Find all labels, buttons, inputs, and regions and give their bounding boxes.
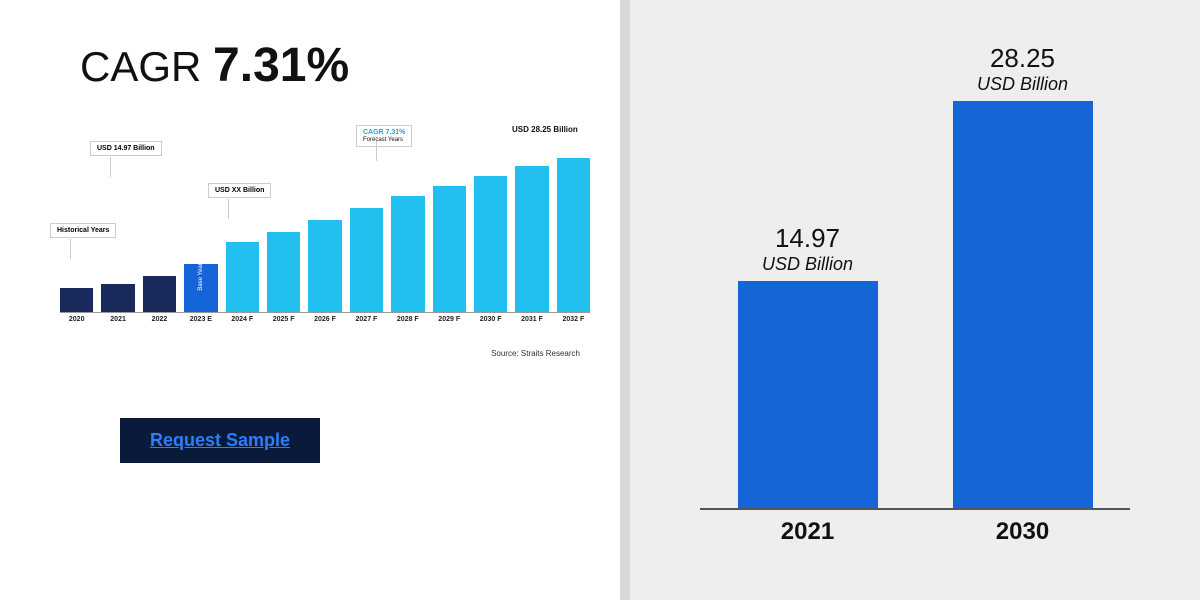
big-bar-number: 28.25 [990, 43, 1055, 73]
mini-bar-xlabel: 2025 F [273, 316, 295, 323]
mini-bar: 2032 F [557, 158, 590, 312]
mini-bar-xlabel: 2026 F [314, 316, 336, 323]
big-bar: 14.97USD Billion2021 [738, 281, 878, 508]
mini-bar: 2024 F [226, 242, 259, 312]
mini-bar-xlabel: 2028 F [397, 316, 419, 323]
mini-bar-xlabel: 2029 F [438, 316, 460, 323]
base-year-label: Base Year [198, 263, 204, 290]
callout-line [228, 199, 229, 219]
mini-bar: 2031 F [515, 166, 548, 312]
mini-bar: 2026 F [308, 220, 341, 312]
mini-bar: 2027 F [350, 208, 383, 312]
chart-top-right-label: USD 28.25 Billion [512, 125, 578, 134]
mini-bar-xlabel: 2022 [152, 316, 168, 323]
mini-bars: 2020202120222023 EBase Year2024 F2025 F2… [60, 153, 590, 313]
cagr-title: CAGR 7.31% [80, 38, 600, 93]
mini-bar: 2028 F [391, 196, 424, 312]
right-panel: 14.97USD Billion202128.25USD Billion2030 [630, 0, 1200, 600]
mini-bar: 2020 [60, 288, 93, 312]
big-bars: 14.97USD Billion2021 28.25USD Billion2030 [700, 80, 1130, 510]
mini-bar-xlabel: 2021 [110, 316, 126, 323]
mini-bar-xlabel: 2027 F [356, 316, 378, 323]
cagr-value: 7.31% [213, 39, 349, 92]
cagr-label: CAGR [80, 43, 201, 90]
mini-chart-wrap: 2020202120222023 EBase Year2024 F2025 F2… [40, 123, 600, 358]
request-sample-button[interactable]: Request Sample [120, 418, 320, 463]
mini-bar: 2021 [101, 284, 134, 312]
callout-line [70, 239, 71, 259]
panel-divider [620, 0, 630, 600]
callout-base: USD XX Billion [208, 183, 271, 198]
callout-line [110, 157, 111, 177]
mini-chart: 2020202120222023 EBase Year2024 F2025 F2… [40, 123, 600, 343]
mini-bar: 2030 F [474, 176, 507, 312]
callout-y21: USD 14.97 Billion [90, 141, 162, 156]
mini-bar: 2025 F [267, 232, 300, 312]
mini-bar-xlabel: 2031 F [521, 316, 543, 323]
mini-bar-xlabel: 2030 F [480, 316, 502, 323]
callout-fore: CAGR 7.31%Forecast Years [356, 125, 412, 147]
big-bar-xlabel: 2021 [781, 518, 834, 546]
big-bar-unit: USD Billion [977, 74, 1068, 95]
left-panel: CAGR 7.31% 2020202120222023 EBase Year20… [0, 0, 620, 600]
mini-bar-xlabel: 2032 F [562, 316, 584, 323]
request-sample-label: Request Sample [150, 430, 290, 450]
callout-line [376, 141, 377, 161]
callout-sub: Forecast Years [363, 137, 405, 143]
mini-bar: 2029 F [433, 186, 466, 312]
callout-hist: Historical Years [50, 223, 116, 238]
mini-bar-xlabel: 2023 E [190, 316, 212, 323]
big-bar-number: 14.97 [775, 223, 840, 253]
big-bar-value: 28.25USD Billion [977, 43, 1068, 95]
mini-bar-xlabel: 2024 F [231, 316, 253, 323]
big-bar: 28.25USD Billion2030 [953, 101, 1093, 508]
mini-bar-xlabel: 2020 [69, 316, 85, 323]
big-bar-unit: USD Billion [762, 254, 853, 275]
mini-bar: 2022 [143, 276, 176, 312]
big-bar-xlabel: 2030 [996, 518, 1049, 546]
source-text: Source: Straits Research [40, 349, 600, 358]
big-bar-value: 14.97USD Billion [762, 223, 853, 275]
mini-bar: 2023 EBase Year [184, 264, 217, 312]
big-chart: 14.97USD Billion202128.25USD Billion2030 [700, 40, 1130, 560]
